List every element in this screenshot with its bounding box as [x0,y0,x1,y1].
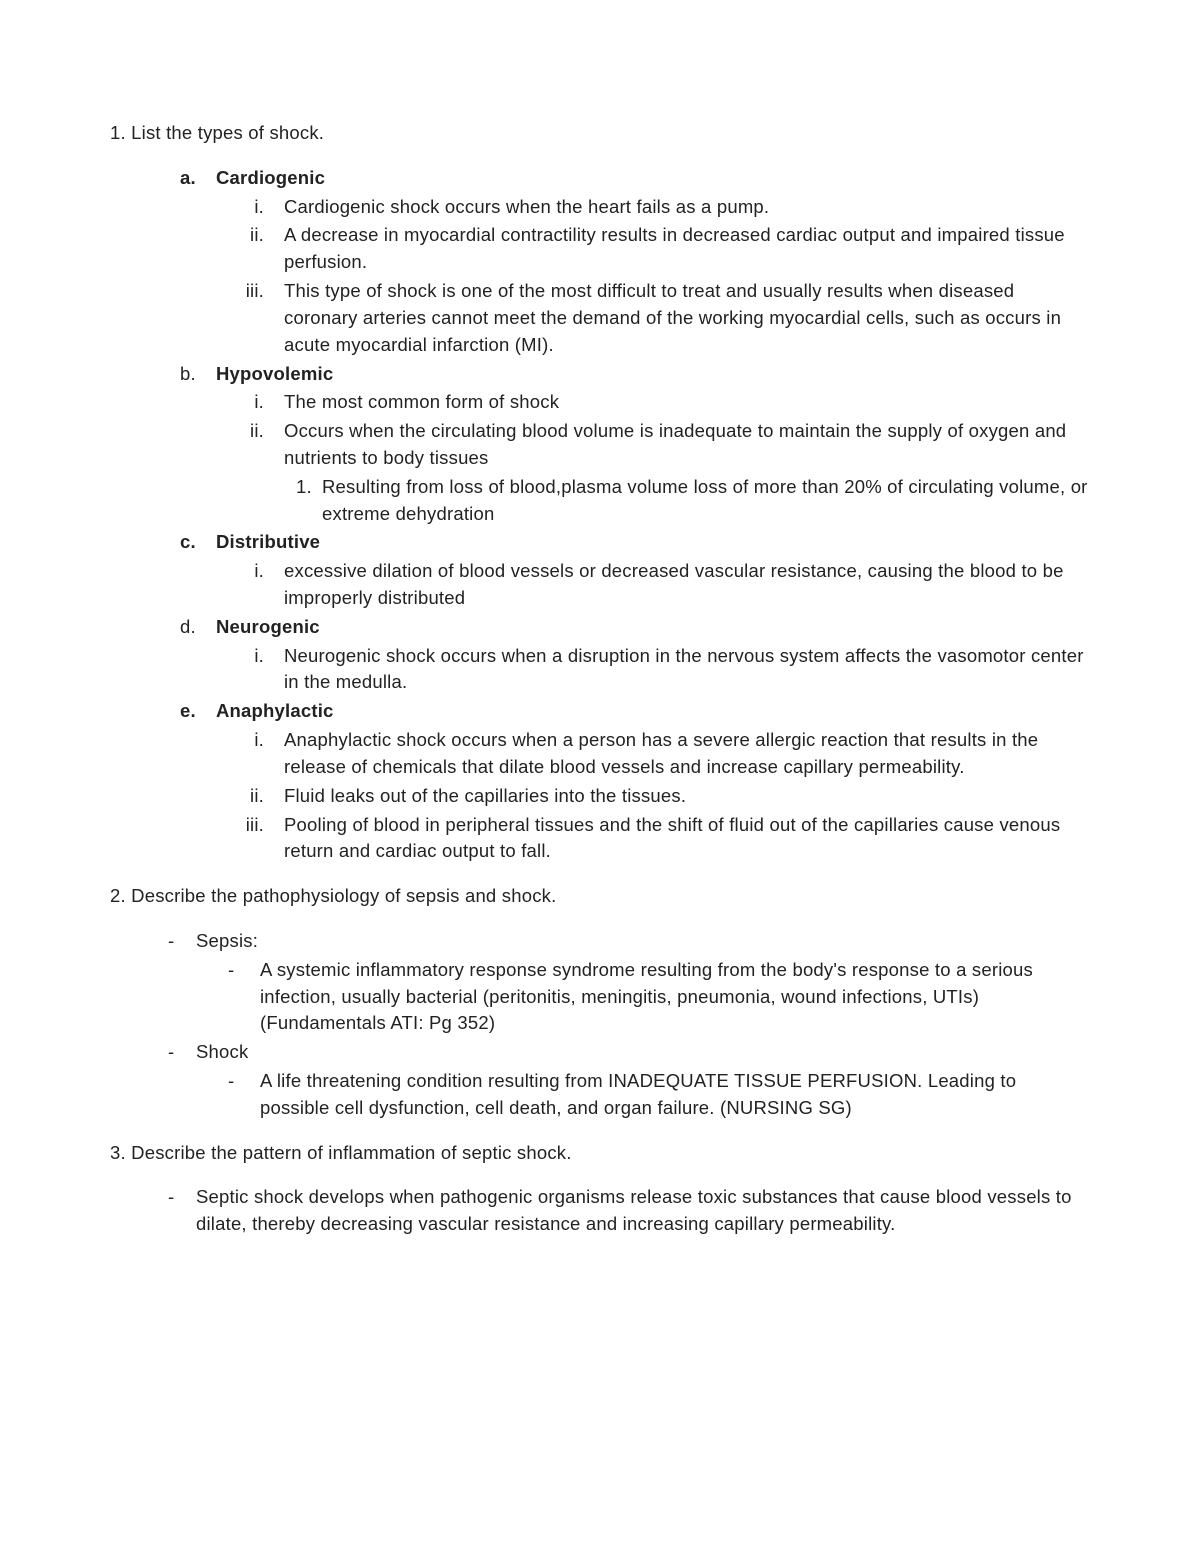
roman-text: Fluid leaks out of the capillaries into … [284,783,1090,810]
alpha-label: Hypovolemic [216,361,1090,388]
roman-item: ii. A decrease in myocardial contractili… [240,222,1090,276]
roman-text: Cardiogenic shock occurs when the heart … [284,194,1090,221]
q1-alpha-list: a. Cardiogenic i. Cardiogenic shock occu… [180,165,1090,865]
alpha-label: Cardiogenic [216,165,1090,192]
dash-item: - Septic shock develops when pathogenic … [162,1184,1090,1238]
dash-sub-text: A life threatening condition resulting f… [260,1068,1090,1122]
dash-item: - Shock [162,1039,1090,1066]
roman-item: ii. Fluid leaks out of the capillaries i… [240,783,1090,810]
q1-item-b: b. Hypovolemic [180,361,1090,388]
roman-item: i. Cardiogenic shock occurs when the hea… [240,194,1090,221]
alpha-label: Anaphylactic [216,698,1090,725]
alpha-label: Distributive [216,529,1090,556]
roman-text: This type of shock is one of the most di… [284,278,1090,358]
q1-b-ii-numlist: 1. Resulting from loss of blood,plasma v… [296,474,1090,528]
num-sub-marker: 1. [296,474,322,528]
alpha-marker: c. [180,529,216,556]
roman-marker: i. [240,194,284,221]
alpha-label: Neurogenic [216,614,1090,641]
roman-text: Anaphylactic shock occurs when a person … [284,727,1090,781]
q2-shock-sub: - A life threatening condition resulting… [228,1068,1090,1122]
roman-marker: i. [240,727,284,781]
q2-sepsis-sub: - A systemic inflammatory response syndr… [228,957,1090,1037]
roman-item: i. Neurogenic shock occurs when a disrup… [240,643,1090,697]
q1-item-c: c. Distributive [180,529,1090,556]
roman-item: i. Anaphylactic shock occurs when a pers… [240,727,1090,781]
dash-sub-item: - A life threatening condition resulting… [228,1068,1090,1122]
q3-dash-list: - Septic shock develops when pathogenic … [162,1184,1090,1238]
q1-a-roman-list: i. Cardiogenic shock occurs when the hea… [240,194,1090,359]
roman-text: A decrease in myocardial contractility r… [284,222,1090,276]
roman-item: iii. Pooling of blood in peripheral tiss… [240,812,1090,866]
q1-d-roman-list: i. Neurogenic shock occurs when a disrup… [240,643,1090,697]
alpha-marker: e. [180,698,216,725]
roman-text: Occurs when the circulating blood volume… [284,418,1090,472]
alpha-marker: b. [180,361,216,388]
q1-item-a: a. Cardiogenic [180,165,1090,192]
question-3-prompt: 3. Describe the pattern of inflammation … [110,1140,1090,1167]
q1-item-e: e. Anaphylactic [180,698,1090,725]
dash-text: Septic shock develops when pathogenic or… [196,1184,1090,1238]
roman-item: i. The most common form of shock [240,389,1090,416]
q1-b-roman-list: i. The most common form of shock ii. Occ… [240,389,1090,527]
q1-c-roman-list: i. excessive dilation of blood vessels o… [240,558,1090,612]
dash-marker: - [162,928,196,955]
q2-dash-list: - Sepsis: - A systemic inflammatory resp… [162,928,1090,1122]
dash-marker: - [162,1184,196,1238]
dash-marker: - [228,957,260,1037]
roman-marker: i. [240,558,284,612]
roman-item: i. excessive dilation of blood vessels o… [240,558,1090,612]
roman-marker: i. [240,643,284,697]
dash-sub-item: - A systemic inflammatory response syndr… [228,957,1090,1037]
q1-e-roman-list: i. Anaphylactic shock occurs when a pers… [240,727,1090,865]
question-1-prompt: 1. List the types of shock. [110,120,1090,147]
dash-marker: - [228,1068,260,1122]
dash-label: Shock [196,1039,1090,1066]
dash-item: - Sepsis: [162,928,1090,955]
num-sub-text: Resulting from loss of blood,plasma volu… [322,474,1090,528]
roman-marker: ii. [240,783,284,810]
roman-marker: ii. [240,222,284,276]
roman-text: The most common form of shock [284,389,1090,416]
roman-item: iii. This type of shock is one of the mo… [240,278,1090,358]
dash-label: Sepsis: [196,928,1090,955]
q1-item-d: d. Neurogenic [180,614,1090,641]
roman-text: excessive dilation of blood vessels or d… [284,558,1090,612]
roman-marker: iii. [240,278,284,358]
roman-marker: ii. [240,418,284,472]
roman-text: Neurogenic shock occurs when a disruptio… [284,643,1090,697]
roman-item: ii. Occurs when the circulating blood vo… [240,418,1090,472]
document-page: 1. List the types of shock. a. Cardiogen… [0,0,1200,1320]
dash-sub-text: A systemic inflammatory response syndrom… [260,957,1090,1037]
question-2-prompt: 2. Describe the pathophysiology of sepsi… [110,883,1090,910]
roman-marker: i. [240,389,284,416]
alpha-marker: a. [180,165,216,192]
roman-marker: iii. [240,812,284,866]
num-sub-item: 1. Resulting from loss of blood,plasma v… [296,474,1090,528]
dash-marker: - [162,1039,196,1066]
roman-text: Pooling of blood in peripheral tissues a… [284,812,1090,866]
alpha-marker: d. [180,614,216,641]
